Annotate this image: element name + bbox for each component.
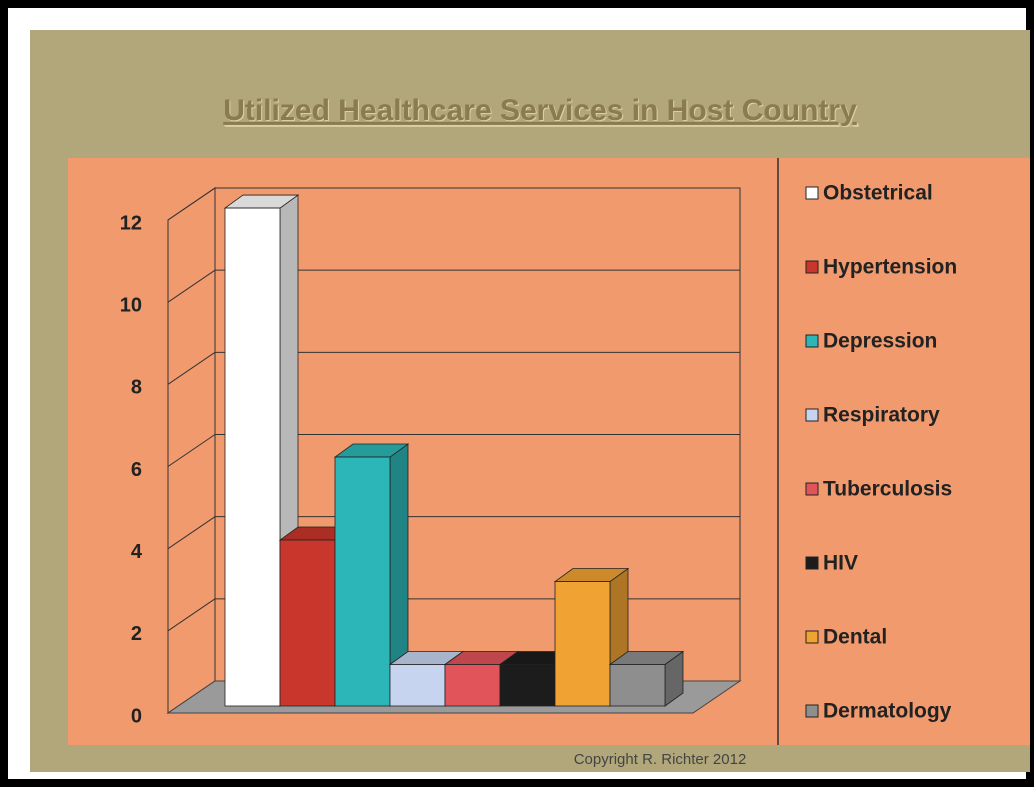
legend-swatch [805, 408, 819, 422]
side-grid-line [167, 598, 216, 632]
bar [389, 664, 446, 707]
copyright: Copyright R. Richter 2012 [574, 751, 747, 768]
legend-swatch [805, 704, 819, 718]
legend-swatch [805, 186, 819, 200]
bar [224, 207, 281, 707]
legend-swatch [805, 630, 819, 644]
y-tick-label: 12 [120, 212, 142, 234]
legend-swatch [805, 482, 819, 496]
side-grid-line [167, 187, 216, 221]
legend-label: Obstetrical [823, 182, 933, 205]
bar [609, 664, 666, 707]
legend-label: Hypertension [823, 256, 957, 279]
y-tick-label: 6 [131, 459, 142, 481]
legend-label: Dental [823, 626, 887, 649]
side-grid-line [167, 351, 216, 385]
legend-swatch [805, 334, 819, 348]
bar [279, 539, 336, 707]
legend-label: Dermatology [823, 700, 952, 723]
bar [334, 456, 391, 707]
bar [554, 581, 611, 707]
side-grid-line [167, 434, 216, 467]
legend-label: Tuberculosis [823, 478, 952, 501]
y-tick-label: 0 [131, 705, 142, 727]
legend-label: Respiratory [823, 404, 940, 427]
y-tick-label: 4 [131, 541, 143, 563]
legend-swatch [805, 260, 819, 274]
bar [499, 664, 556, 707]
bar [444, 664, 501, 707]
y-tick-label: 8 [131, 377, 142, 399]
side-grid-line [167, 269, 216, 303]
side-grid-line [167, 516, 216, 550]
y-tick-label: 10 [120, 294, 142, 316]
legend-label: Depression [823, 330, 937, 353]
legend-label: HIV [823, 552, 858, 575]
y-tick-label: 2 [131, 623, 142, 645]
legend-swatch [805, 556, 819, 570]
chart-title: Utilized Healthcare Services in Host Cou… [223, 94, 857, 127]
